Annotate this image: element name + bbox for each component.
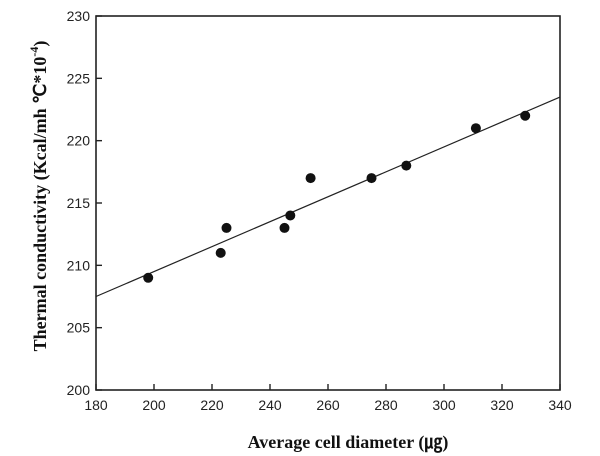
- plot-frame: [95, 15, 561, 391]
- y-tick-label: 205: [67, 320, 91, 336]
- axes: [95, 15, 561, 391]
- x-tick-label: 280: [374, 397, 398, 413]
- x-axis-title: Average cell diameter (㎍): [248, 432, 449, 454]
- data-points: [143, 110, 531, 283]
- y-tick-label: 200: [67, 382, 91, 398]
- y-axis-title-exponent: -4: [27, 47, 41, 57]
- x-tick-label: 240: [258, 397, 282, 413]
- y-tick-label: 220: [67, 133, 91, 149]
- y-axis-title-close: ): [30, 41, 51, 47]
- y-axis-title-main: Thermal conductivity (Kcal/mh ℃*10: [30, 57, 51, 352]
- y-axis-title: Thermal conductivity (Kcal/mh ℃*10-4): [27, 41, 51, 352]
- x-tick-label: 200: [142, 397, 166, 413]
- y-tick-label: 210: [67, 257, 91, 273]
- y-tick-label: 215: [67, 195, 91, 211]
- data-point: [221, 222, 232, 233]
- data-point: [470, 123, 481, 134]
- x-tick-label: 220: [200, 397, 224, 413]
- y-tick-label: 230: [67, 8, 91, 24]
- x-tick-label: 300: [432, 397, 456, 413]
- x-tick-label: 180: [84, 397, 108, 413]
- data-point: [285, 210, 296, 221]
- data-point: [401, 160, 412, 171]
- data-point: [520, 110, 531, 121]
- ticks: 180 200 220 240 260 280 300 320 3402002052102152…: [67, 8, 572, 413]
- x-tick-label: 340: [548, 397, 572, 413]
- data-point: [143, 272, 154, 283]
- trendline-group: [95, 96, 561, 298]
- data-point: [215, 247, 226, 258]
- y-tick-label: 225: [67, 70, 91, 86]
- trendline: [95, 96, 561, 298]
- data-point: [366, 173, 377, 184]
- x-tick-label: 320: [490, 397, 514, 413]
- data-point: [305, 173, 316, 184]
- data-point: [279, 222, 290, 233]
- x-tick-label: 260: [316, 397, 340, 413]
